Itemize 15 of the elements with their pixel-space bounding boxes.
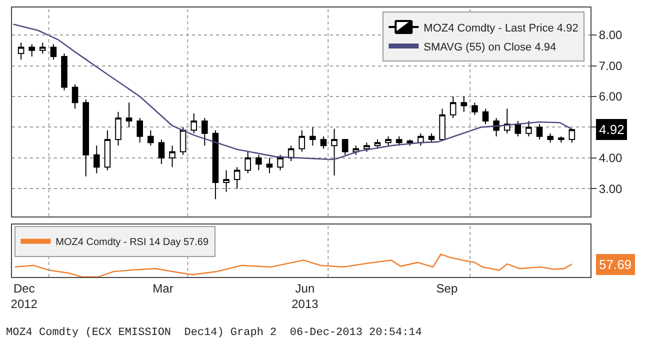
x-tick-label: Dec 2012 bbox=[10, 281, 38, 311]
y-tick-label: 4.00 bbox=[598, 151, 623, 166]
y-tick-label: 3.00 bbox=[598, 182, 623, 196]
y-tick-label: 6.00 bbox=[598, 90, 623, 104]
y-tick-label: 7.00 bbox=[598, 58, 623, 73]
legend-label: MOZ4 Comdty - Last Price 4.92 bbox=[424, 22, 578, 34]
y-tick-label: 8.00 bbox=[598, 28, 623, 42]
text: 57.69 bbox=[599, 257, 632, 272]
legend-label: SMAVG (55) on Close 4.94 bbox=[424, 41, 556, 54]
legend-label: MOZ4 Comdty - RSI 14 Day 57.69 bbox=[56, 237, 209, 248]
text: MOZ4 Comdty (ECX EMISSION Dec14) Graph 2 06-Dec-2013 20:54:14 bbox=[6, 327, 422, 339]
text: 4.92 bbox=[599, 122, 624, 137]
x-tick-label: Sep bbox=[436, 281, 458, 296]
x-tick-label: Jun 2013 bbox=[292, 281, 319, 311]
x-tick-label: Mar bbox=[152, 281, 174, 296]
